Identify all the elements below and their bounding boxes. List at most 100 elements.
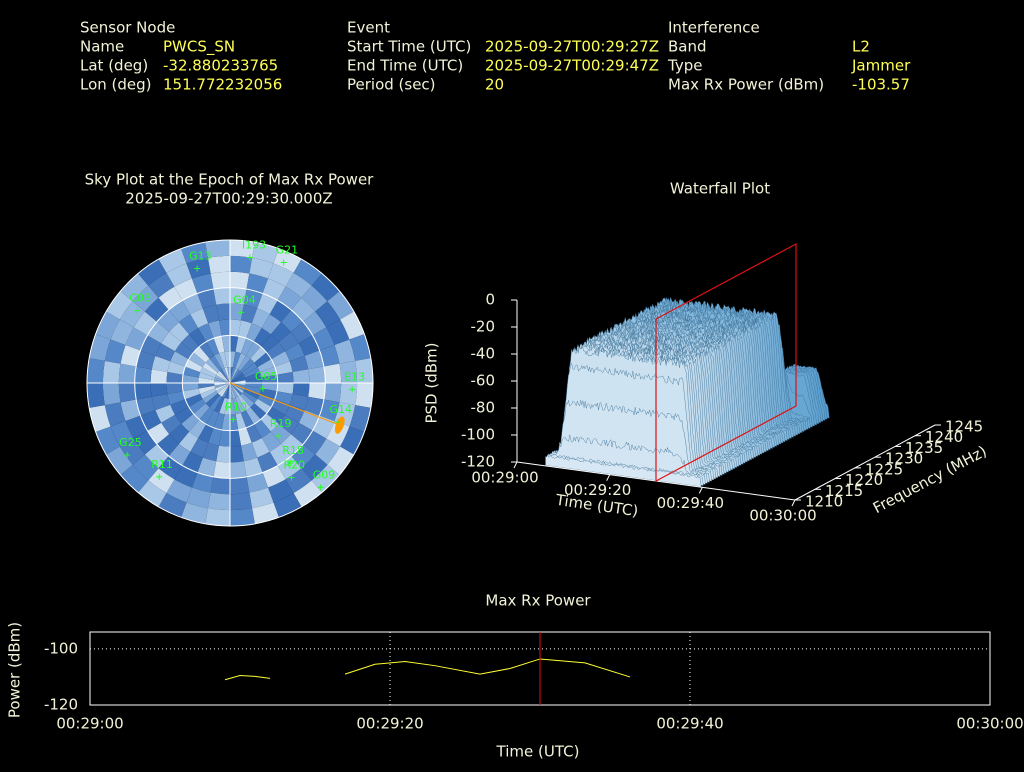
sky-cell <box>261 314 282 335</box>
sky-cell <box>95 311 120 340</box>
sky-cell <box>268 479 294 503</box>
sky-cell <box>214 383 230 386</box>
sky-cell <box>252 502 279 524</box>
sky-cell <box>132 285 159 312</box>
sky-cell <box>213 412 225 430</box>
sky-cell <box>140 335 162 356</box>
sky-cell <box>266 342 286 360</box>
sky-cell <box>222 368 230 383</box>
sky-cell <box>334 339 356 364</box>
axis-label: Time (UTC) <box>496 743 580 761</box>
sky-cell <box>138 480 167 507</box>
sky-cell <box>148 468 175 494</box>
sky-cell <box>174 406 194 424</box>
x-tick-label: 00:29:40 <box>656 715 723 733</box>
marker-plane <box>655 242 797 483</box>
sky-cell <box>118 383 137 403</box>
y-tick-label: -120 <box>44 696 78 714</box>
sky-cell <box>218 319 230 337</box>
sky-cell <box>199 341 215 359</box>
satellite-marker <box>194 265 201 272</box>
satellite-marker <box>134 307 141 314</box>
sky-cell <box>198 372 216 381</box>
sky-cell <box>174 278 198 301</box>
sky-cell <box>205 358 220 373</box>
sky-cell <box>276 371 294 383</box>
sky-cell <box>235 336 247 354</box>
sky-cell <box>214 377 230 383</box>
sky-cell <box>326 421 350 447</box>
satellite-label: R10 <box>225 400 247 413</box>
sky-cell <box>208 320 222 339</box>
sky-cell <box>262 465 286 488</box>
sky-cell <box>119 301 145 328</box>
sky-cell <box>301 454 328 481</box>
sky-cell <box>292 369 310 383</box>
sky-cell <box>273 493 302 518</box>
sky-cell <box>246 323 262 342</box>
section-title: Interference <box>668 19 760 37</box>
sky-cell <box>215 375 230 383</box>
sky-cell <box>227 383 230 399</box>
sky-cell <box>249 257 274 279</box>
field-label: End Time (UTC) <box>347 57 463 75</box>
field-value: 2025-09-27T00:29:27Z <box>485 38 659 56</box>
sky-cell <box>230 383 245 391</box>
x-tick <box>606 474 611 481</box>
z-tick-label: -40 <box>471 345 496 363</box>
sky-cell <box>230 368 238 383</box>
satellite-label: G14 <box>330 403 353 416</box>
field-label: Lat (deg) <box>80 57 148 75</box>
sky-cell <box>230 369 241 383</box>
y-tick-label: 1230 <box>885 450 923 468</box>
sky-cell <box>215 383 230 391</box>
sky-cell <box>216 372 230 383</box>
jammer-track <box>334 416 345 434</box>
satellite-marker <box>349 386 356 393</box>
sky-cell <box>241 304 258 324</box>
sky-cell <box>169 322 190 343</box>
sky-cell <box>240 410 254 428</box>
sky-cell <box>199 407 215 425</box>
field-value: -103.57 <box>852 76 910 94</box>
sky-cell <box>183 388 201 400</box>
sky-cell <box>232 397 241 415</box>
sky-cell <box>230 383 236 399</box>
sky-cell <box>174 465 198 488</box>
sky-cell <box>218 429 230 447</box>
sky-cell <box>242 362 258 376</box>
sky-cell <box>311 464 340 493</box>
sky-background <box>87 240 373 526</box>
sky-cell <box>230 351 236 368</box>
sky-cell <box>200 388 217 399</box>
sky-cell <box>104 402 126 427</box>
sky-cell <box>89 405 111 432</box>
sky-cell <box>230 445 244 463</box>
sky-cell <box>197 289 217 309</box>
sky-cell <box>270 423 291 444</box>
chart-subtitle: 2025-09-27T00:29:30.000Z <box>125 190 332 208</box>
sky-cell <box>207 492 230 511</box>
sky-cell <box>257 393 275 407</box>
sky-cell <box>230 508 255 526</box>
sky-cell <box>323 383 342 403</box>
sky-cell <box>230 383 244 394</box>
sky-cell <box>244 372 262 381</box>
sky-cell <box>252 242 279 264</box>
sky-cell <box>293 480 322 507</box>
sky-cell <box>158 493 187 518</box>
sky-cell <box>246 472 269 493</box>
sky-cell <box>166 479 192 503</box>
sky-cell <box>87 383 105 408</box>
sky-cell <box>189 419 207 439</box>
sky-cell <box>209 395 223 411</box>
section-title: Event <box>347 19 390 37</box>
sky-cell <box>182 383 199 392</box>
sky-cell <box>167 391 186 405</box>
sky-cell <box>120 464 149 493</box>
sky-cell <box>156 309 179 332</box>
sky-cell <box>155 404 175 423</box>
sky-cell <box>319 344 340 367</box>
sky-cell <box>355 383 373 408</box>
